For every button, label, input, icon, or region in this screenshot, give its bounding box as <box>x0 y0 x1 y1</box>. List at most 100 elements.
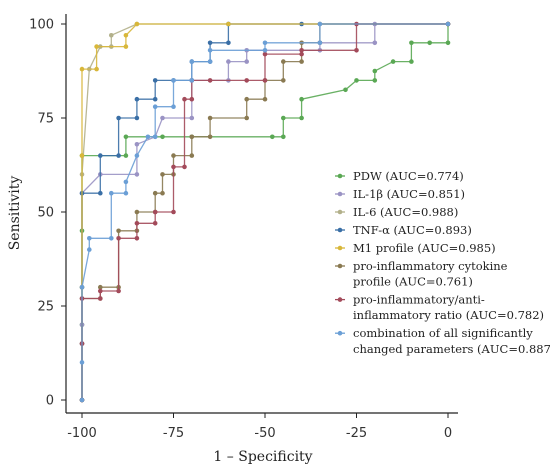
series-point <box>299 115 304 121</box>
series-point <box>160 172 165 177</box>
series-point <box>152 96 158 102</box>
legend-label: pro-inflammatory/anti- <box>353 293 485 307</box>
series-point <box>427 40 433 46</box>
series-point <box>152 190 158 196</box>
series-point <box>270 134 275 140</box>
series-point <box>160 190 165 196</box>
series-point <box>171 209 176 215</box>
series-point <box>116 153 121 158</box>
series-point <box>207 40 213 46</box>
series-point <box>152 78 158 83</box>
series-point <box>152 104 158 109</box>
series-point <box>317 40 323 46</box>
series-point <box>98 190 103 196</box>
series-point <box>152 209 158 215</box>
legend-label: TNF-α (AUC=0.893) <box>353 223 472 237</box>
series-point <box>87 247 92 252</box>
series-point <box>116 236 121 241</box>
series-point <box>171 153 176 158</box>
series-point <box>189 134 195 140</box>
series-point <box>372 40 378 46</box>
series-point <box>299 48 304 53</box>
series-point <box>123 134 129 140</box>
legend-item: IL-1β (AUC=0.851) <box>335 187 465 201</box>
series-point <box>109 33 114 38</box>
series-point <box>189 78 195 83</box>
series-point <box>207 78 213 83</box>
series-point <box>343 87 348 93</box>
series-line <box>81 23 448 400</box>
series-point <box>189 96 195 102</box>
series-point <box>134 221 140 226</box>
series-point <box>134 142 140 147</box>
legend-swatch-dot <box>337 173 343 179</box>
series-point <box>134 153 140 158</box>
series-point <box>226 40 231 46</box>
series-point <box>244 115 249 121</box>
x-tick-label: -100 <box>67 426 97 441</box>
series-point <box>372 78 378 83</box>
y-axis-title: Sensitivity <box>7 176 23 251</box>
legend-label: PDW (AUC=0.774) <box>353 169 464 183</box>
y-tick-label: 0 <box>46 394 54 409</box>
series-point <box>79 284 85 290</box>
series-point <box>182 164 187 170</box>
series-point <box>134 236 140 241</box>
series-point <box>134 172 140 177</box>
legend-label: pro-inflammatory cytokine <box>353 259 508 273</box>
legend-item: M1 profile (AUC=0.985) <box>335 241 496 255</box>
legend-swatch-dot <box>337 330 343 336</box>
series-point <box>189 59 195 64</box>
series-point <box>79 360 85 365</box>
series-point <box>87 236 92 241</box>
series-point <box>123 153 129 158</box>
legend-item: pro-inflammatory/anti-inflammatory ratio… <box>335 293 544 322</box>
legend-item: PDW (AUC=0.774) <box>335 169 464 183</box>
legend-label: combination of all significantly <box>353 326 533 340</box>
series-point <box>116 288 121 294</box>
legend-item: IL-6 (AUC=0.988) <box>335 205 458 219</box>
series-point <box>94 66 99 72</box>
series-point <box>262 51 268 57</box>
series-point <box>262 48 268 53</box>
y-tick-label: 100 <box>29 18 54 33</box>
series-point <box>317 21 323 27</box>
x-axis-title: 1 – Specificity <box>213 449 312 465</box>
tick-group: -100 -75 -50 -25 0 0 25 50 75 100 <box>29 18 452 442</box>
series-point <box>244 59 249 64</box>
series-point <box>123 44 129 49</box>
series-point <box>354 48 359 53</box>
legend-item: TNF-α (AUC=0.893) <box>335 223 472 237</box>
legend-item: pro-inflammatory cytokine profile (AUC=0.… <box>335 259 508 289</box>
series-point <box>299 96 304 102</box>
series-point <box>160 134 165 140</box>
series-point <box>152 134 158 140</box>
y-tick-label: 25 <box>37 300 54 315</box>
series-point <box>409 59 414 64</box>
legend-item: combination of all significantly changed … <box>335 326 550 356</box>
series-point <box>145 134 151 140</box>
series-point <box>281 78 286 83</box>
legend-swatch-dot <box>337 297 343 302</box>
series-point <box>79 153 85 158</box>
legend-swatch-dot <box>337 263 343 269</box>
series-point <box>207 134 213 140</box>
series-point <box>171 164 176 170</box>
series-point <box>262 96 268 102</box>
series-line <box>81 23 448 400</box>
series-point <box>226 59 231 64</box>
series-point <box>171 78 176 83</box>
series-point <box>94 44 99 49</box>
series-point <box>207 115 213 121</box>
series-point <box>226 21 231 27</box>
series-point <box>354 78 359 83</box>
series-point <box>79 397 85 403</box>
series-point <box>79 66 85 72</box>
series-point <box>134 21 140 27</box>
series-point <box>123 179 129 185</box>
series-point <box>281 59 286 64</box>
series-point <box>134 96 140 102</box>
series-point <box>109 190 114 196</box>
x-tick-label: 0 <box>444 426 452 441</box>
series-point <box>244 78 249 83</box>
